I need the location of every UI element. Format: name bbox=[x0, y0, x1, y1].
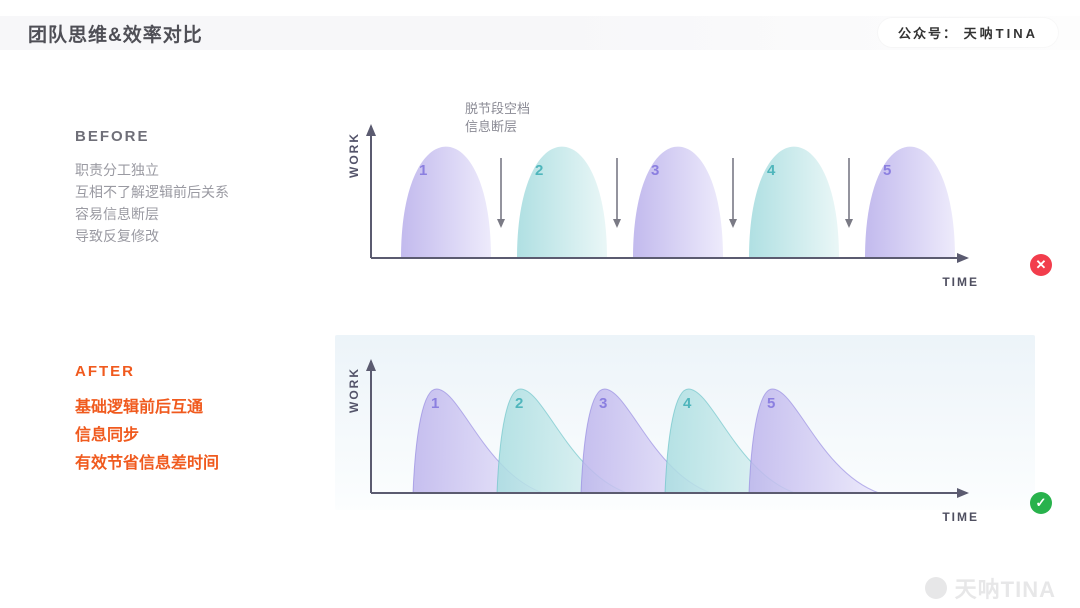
before-bullets: 职责分工独立互相不了解逻辑前后关系容易信息断层导致反复修改 bbox=[75, 159, 325, 247]
before-x-label: TIME bbox=[942, 275, 979, 289]
credit-label: 公众号： bbox=[898, 26, 958, 41]
before-hump-number: 2 bbox=[535, 162, 543, 179]
before-hump-number: 1 bbox=[419, 162, 427, 179]
before-label-col: BEFORE 职责分工独立互相不了解逻辑前后关系容易信息断层导致反复修改 bbox=[75, 128, 325, 247]
page-title: 团队思维&效率对比 bbox=[28, 20, 203, 47]
section-before: BEFORE 职责分工独立互相不了解逻辑前后关系容易信息断层导致反复修改 脱节段… bbox=[0, 100, 1080, 300]
cross-icon: ✕ bbox=[1036, 257, 1047, 273]
before-bullet: 容易信息断层 bbox=[75, 203, 325, 225]
before-hump-number: 4 bbox=[767, 162, 775, 179]
before-hump-number: 5 bbox=[883, 162, 891, 179]
page-root: 团队思维&效率对比 公众号： 天呐TINA BEFORE 职责分工独立互相不了解… bbox=[0, 0, 1080, 608]
before-bullet: 职责分工独立 bbox=[75, 159, 325, 181]
after-bullet: 有效节省信息差时间 bbox=[75, 450, 325, 478]
before-chart-svg bbox=[355, 108, 985, 283]
after-label-col: AFTER 基础逻辑前后互通信息同步有效节省信息差时间 bbox=[75, 363, 325, 478]
before-heading: BEFORE bbox=[75, 128, 325, 145]
after-wave-number: 3 bbox=[599, 395, 607, 412]
credit-value: 天呐TINA bbox=[964, 26, 1038, 41]
after-bullet: 信息同步 bbox=[75, 422, 325, 450]
before-hump-number: 3 bbox=[651, 162, 659, 179]
wechat-icon bbox=[925, 577, 947, 599]
status-badge-before: ✕ bbox=[1030, 254, 1052, 276]
watermark-text: 天呐TINA bbox=[955, 572, 1056, 604]
status-badge-after: ✓ bbox=[1030, 492, 1052, 514]
after-wave-number: 1 bbox=[431, 395, 439, 412]
after-wave-number: 5 bbox=[767, 395, 775, 412]
before-bullet: 互相不了解逻辑前后关系 bbox=[75, 181, 325, 203]
after-x-label: TIME bbox=[942, 510, 979, 524]
after-bullet: 基础逻辑前后互通 bbox=[75, 394, 325, 422]
credit-pill: 公众号： 天呐TINA bbox=[878, 18, 1058, 47]
section-after: AFTER 基础逻辑前后互通信息同步有效节省信息差时间 WORK TIME 12… bbox=[0, 335, 1080, 535]
after-chart: WORK TIME 12345 bbox=[355, 343, 985, 518]
after-wave-number: 4 bbox=[683, 395, 691, 412]
after-heading: AFTER bbox=[75, 363, 325, 380]
after-bullets: 基础逻辑前后互通信息同步有效节省信息差时间 bbox=[75, 394, 325, 478]
after-wave-number: 2 bbox=[515, 395, 523, 412]
after-chart-svg bbox=[355, 343, 985, 518]
before-chart: WORK TIME 12345 bbox=[355, 108, 985, 283]
watermark: 天呐TINA bbox=[925, 572, 1056, 604]
before-bullet: 导致反复修改 bbox=[75, 225, 325, 247]
check-icon: ✓ bbox=[1036, 495, 1047, 511]
